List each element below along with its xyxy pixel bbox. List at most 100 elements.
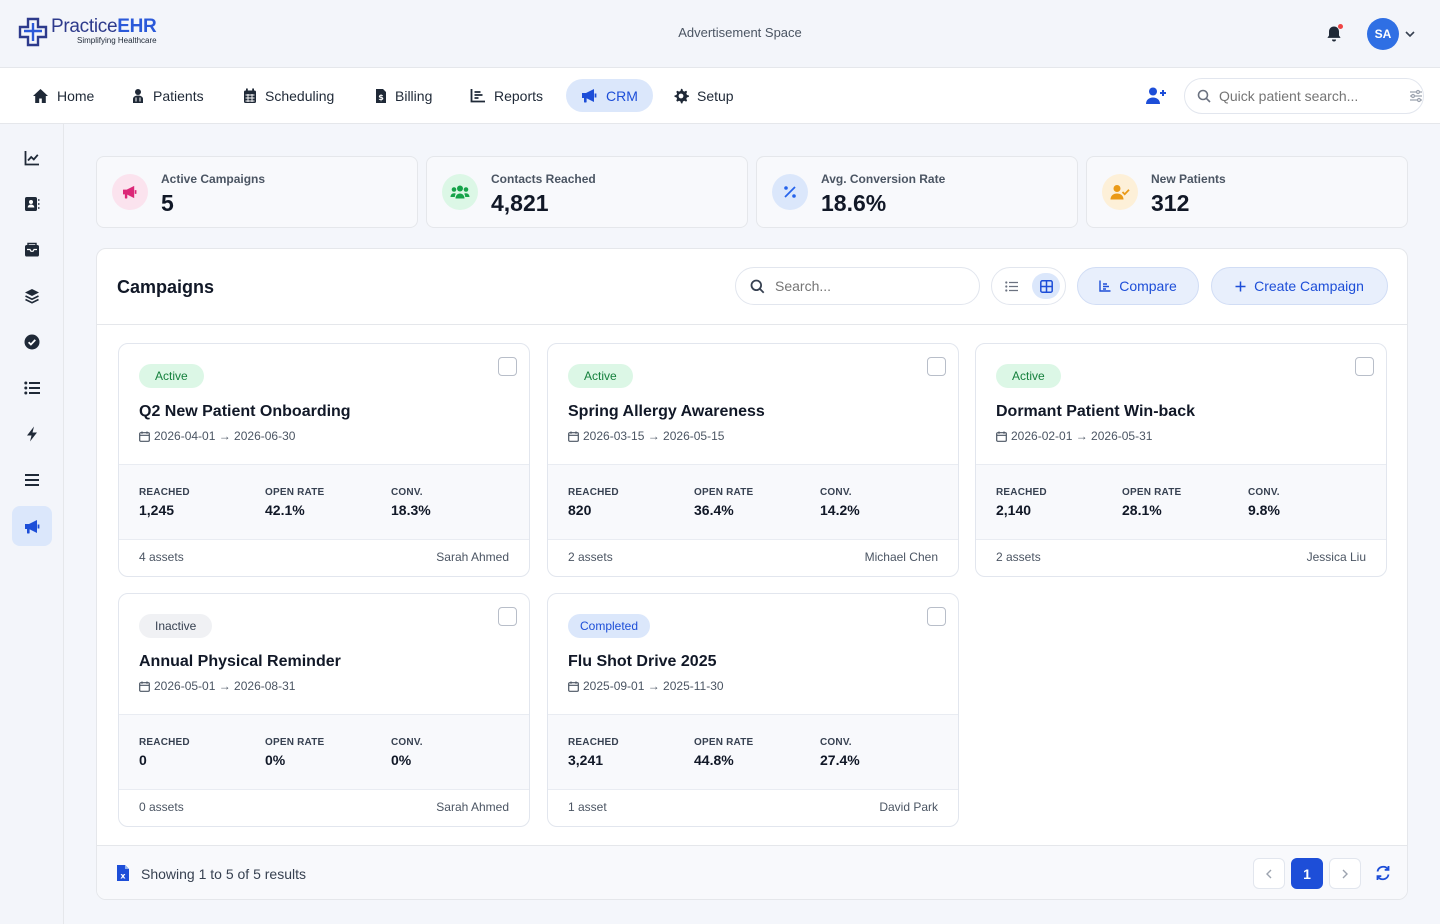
select-checkbox[interactable] (498, 357, 517, 376)
metric-value: 820 (568, 502, 592, 518)
nav-label-reports: Reports (494, 87, 544, 104)
sidebar-item-contacts[interactable] (12, 184, 52, 224)
campaign-title[interactable]: Spring Allergy Awareness (568, 403, 765, 420)
metric-conversion: CONV. 14.2% (820, 487, 860, 518)
stat-card-new-patients: New Patients 312 (1086, 156, 1408, 228)
sidebar-item-tasks[interactable] (12, 322, 52, 362)
campaign-dates: 2026-02-01 → 2026-05-31 (996, 429, 1152, 443)
metric-value: 3,241 (568, 752, 604, 768)
user-check-icon (1110, 185, 1130, 200)
metric-conversion: CONV. 9.8% (1248, 487, 1280, 518)
campaign-card[interactable]: Active Dormant Patient Win-back 2026-02-… (975, 343, 1387, 577)
nav-item-billing[interactable]: $ Billing (375, 79, 432, 112)
sidebar-item-automation[interactable] (12, 414, 52, 454)
stat-card-active-campaigns: Active Campaigns 5 (96, 156, 418, 228)
campaign-metrics: REACHED 0 OPEN RATE 0% CONV. 0% (119, 714, 529, 790)
stat-label: Avg. Conversion Rate (821, 172, 946, 186)
sidebar-item-lists[interactable] (12, 368, 52, 408)
grid-view-button[interactable] (1032, 273, 1060, 299)
create-campaign-button[interactable]: Create Campaign (1211, 267, 1388, 305)
metric-label: OPEN RATE (694, 737, 754, 748)
campaign-search[interactable] (735, 267, 980, 305)
campaign-metrics: REACHED 1,245 OPEN RATE 42.1% CONV. 18.3… (119, 464, 529, 540)
nav-item-patients[interactable]: Patients (131, 79, 204, 112)
select-checkbox[interactable] (498, 607, 517, 626)
calendar-icon (996, 431, 1007, 442)
nav-item-setup[interactable]: Setup (673, 79, 734, 112)
stat-value: 5 (161, 190, 174, 216)
metric-value: 0% (265, 752, 286, 768)
asset-count: 1 asset (568, 800, 607, 814)
metric-label: CONV. (391, 487, 423, 498)
stat-label: Active Campaigns (161, 172, 266, 186)
sidebar-item-campaigns[interactable] (12, 506, 52, 546)
campaign-title[interactable]: Annual Physical Reminder (139, 653, 341, 670)
list-icon (24, 381, 40, 395)
logo[interactable]: PracticeEHR Simplifying Healthcare (18, 17, 157, 47)
prev-page-button[interactable] (1253, 858, 1285, 889)
add-user-icon[interactable] (1145, 85, 1167, 107)
metric-value: 18.3% (391, 502, 431, 518)
chevron-down-icon[interactable] (1404, 28, 1416, 40)
list-view-icon (1004, 280, 1018, 292)
campaign-owner: Jessica Liu (1306, 550, 1366, 564)
nav-item-reports[interactable]: Reports (470, 79, 543, 112)
asset-count: 0 assets (139, 800, 184, 814)
list-view-button[interactable] (997, 273, 1025, 299)
inbox-icon (25, 242, 39, 257)
nav-item-crm[interactable]: CRM (566, 79, 653, 112)
menu-icon (25, 474, 39, 486)
quick-patient-search[interactable] (1184, 78, 1424, 114)
campaign-owner: Sarah Ahmed (436, 800, 509, 814)
select-checkbox[interactable] (1355, 357, 1374, 376)
metric-label: CONV. (1248, 487, 1280, 498)
metric-conversion: CONV. 18.3% (391, 487, 431, 518)
campaign-title[interactable]: Flu Shot Drive 2025 (568, 653, 717, 670)
campaign-owner: David Park (879, 800, 938, 814)
plus-icon (1235, 281, 1246, 291)
sidebar-item-dashboard[interactable] (12, 138, 52, 178)
metric-label: OPEN RATE (694, 487, 754, 498)
bell-icon[interactable] (1324, 24, 1344, 44)
sidebar-item-menu[interactable] (12, 460, 52, 500)
page-button-current[interactable]: 1 (1291, 858, 1323, 889)
campaign-card[interactable]: Active Spring Allergy Awareness 2026-03-… (547, 343, 959, 577)
brand-tagline: Simplifying Healthcare (77, 36, 157, 45)
metric-value: 42.1% (265, 502, 305, 518)
campaign-title[interactable]: Q2 New Patient Onboarding (139, 403, 351, 420)
chart-bar-icon (1099, 280, 1111, 292)
metric-reached: REACHED 1,245 (139, 487, 190, 518)
nav-label-home: Home (57, 87, 95, 104)
filter-sliders-icon[interactable] (1409, 89, 1423, 103)
refresh-icon[interactable] (1374, 864, 1392, 882)
compare-button[interactable]: Compare (1077, 267, 1199, 305)
nav-item-scheduling[interactable]: Scheduling (243, 79, 334, 112)
metric-value: 2,140 (996, 502, 1032, 518)
sidebar-item-layers[interactable] (12, 276, 52, 316)
campaign-card[interactable]: Completed Flu Shot Drive 2025 2025-09-01… (547, 593, 959, 827)
patients-icon (133, 88, 143, 103)
select-checkbox[interactable] (927, 357, 946, 376)
campaign-metrics: REACHED 820 OPEN RATE 36.4% CONV. 14.2% (548, 464, 958, 540)
campaign-title[interactable]: Dormant Patient Win-back (996, 403, 1195, 420)
quick-search-input[interactable] (1219, 88, 1389, 104)
campaign-card[interactable]: Inactive Annual Physical Reminder 2026-0… (118, 593, 530, 827)
campaign-card[interactable]: Active Q2 New Patient Onboarding 2026-04… (118, 343, 530, 577)
sidebar-item-inbox[interactable] (12, 230, 52, 270)
metric-reached: REACHED 3,241 (568, 737, 619, 768)
select-checkbox[interactable] (927, 607, 946, 626)
metric-conversion: CONV. 0% (391, 737, 423, 768)
stat-icon-wrap (442, 174, 478, 210)
campaign-search-input[interactable] (775, 278, 955, 294)
calendar-icon (568, 681, 579, 692)
bolt-icon (27, 426, 37, 442)
nav-item-home[interactable]: Home (32, 79, 94, 112)
asset-count: 2 assets (996, 550, 1041, 564)
metric-reached: REACHED 2,140 (996, 487, 1047, 518)
user-avatar[interactable]: SA (1367, 18, 1399, 50)
excel-export-icon[interactable]: x (116, 864, 130, 882)
date-range: 2026-04-01 → 2026-06-30 (154, 429, 296, 443)
next-page-button[interactable] (1329, 858, 1361, 889)
metric-label: CONV. (820, 487, 852, 498)
metric-value: 44.8% (694, 752, 734, 768)
